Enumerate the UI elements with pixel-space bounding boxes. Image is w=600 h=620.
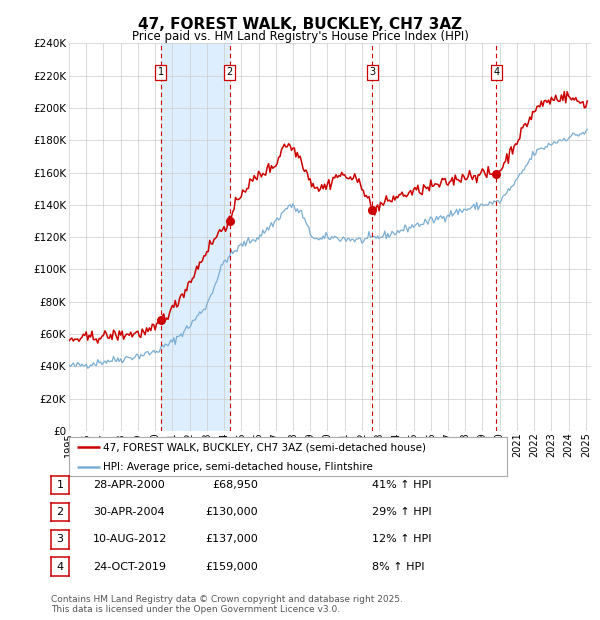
Text: Contains HM Land Registry data © Crown copyright and database right 2025.: Contains HM Land Registry data © Crown c…: [51, 595, 403, 604]
Text: £130,000: £130,000: [205, 507, 258, 517]
Text: 1: 1: [158, 68, 164, 78]
Text: 12% ↑ HPI: 12% ↑ HPI: [372, 534, 431, 544]
Text: 4: 4: [56, 562, 64, 572]
Text: 3: 3: [56, 534, 64, 544]
Text: 30-APR-2004: 30-APR-2004: [93, 507, 164, 517]
Text: £159,000: £159,000: [205, 562, 258, 572]
Text: £68,950: £68,950: [212, 480, 258, 490]
Text: £137,000: £137,000: [205, 534, 258, 544]
Text: 28-APR-2000: 28-APR-2000: [93, 480, 165, 490]
Text: This data is licensed under the Open Government Licence v3.0.: This data is licensed under the Open Gov…: [51, 604, 340, 614]
Text: 8% ↑ HPI: 8% ↑ HPI: [372, 562, 425, 572]
Text: 47, FOREST WALK, BUCKLEY, CH7 3AZ (semi-detached house): 47, FOREST WALK, BUCKLEY, CH7 3AZ (semi-…: [103, 442, 426, 452]
Text: 1: 1: [56, 480, 64, 490]
Text: 24-OCT-2019: 24-OCT-2019: [93, 562, 166, 572]
Text: 2: 2: [227, 68, 233, 78]
Text: 41% ↑ HPI: 41% ↑ HPI: [372, 480, 431, 490]
Text: 3: 3: [370, 68, 376, 78]
Text: 47, FOREST WALK, BUCKLEY, CH7 3AZ: 47, FOREST WALK, BUCKLEY, CH7 3AZ: [138, 17, 462, 32]
Text: 10-AUG-2012: 10-AUG-2012: [93, 534, 167, 544]
Text: HPI: Average price, semi-detached house, Flintshire: HPI: Average price, semi-detached house,…: [103, 462, 373, 472]
Text: Price paid vs. HM Land Registry's House Price Index (HPI): Price paid vs. HM Land Registry's House …: [131, 30, 469, 43]
Bar: [161, 43, 230, 431]
Text: 2: 2: [56, 507, 64, 517]
Text: 29% ↑ HPI: 29% ↑ HPI: [372, 507, 431, 517]
Text: 4: 4: [493, 68, 499, 78]
